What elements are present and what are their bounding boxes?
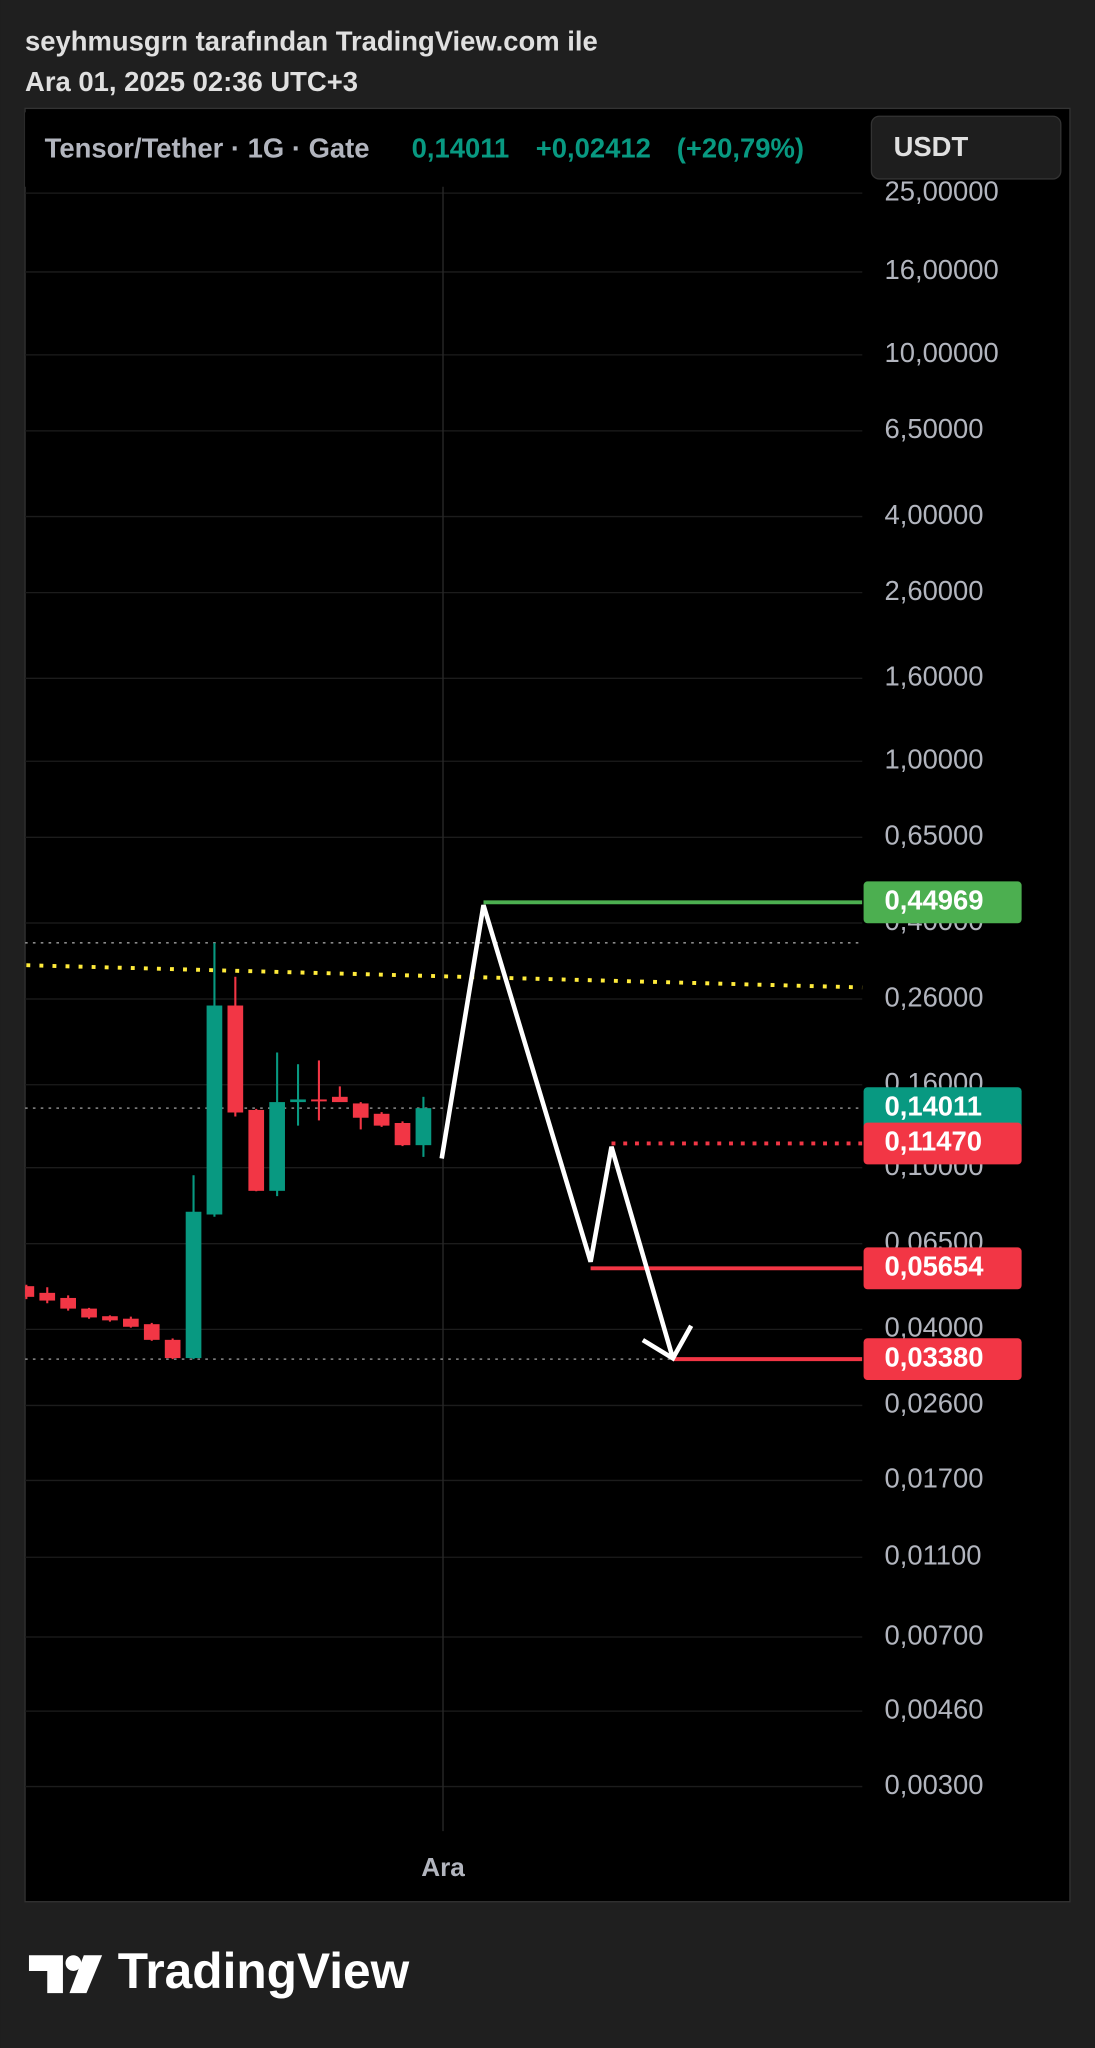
candle-body: [164, 1339, 181, 1359]
y-tick-label: 2,60000: [884, 575, 983, 606]
level-badge: [863, 1122, 1022, 1165]
candle-body: [311, 1099, 327, 1102]
candle-body: [185, 1211, 202, 1359]
drawings: [439, 904, 694, 1362]
timestamp: Ara 01, 2025 02:36 UTC+3: [25, 66, 358, 97]
candle-body: [206, 1005, 223, 1215]
candle-body: [60, 1297, 76, 1309]
y-tick-label: 0,01100: [884, 1540, 981, 1571]
price-axis: 25,00000 16,00000 10,00000 6,50000 4,00000 2,…: [863, 175, 1022, 1800]
y-tick-label: 6,50000: [884, 413, 983, 444]
candle-body: [143, 1324, 160, 1340]
y-tick-label: 0,04000: [884, 1312, 983, 1343]
chart-frame: [24, 107, 1071, 1903]
pane: [25, 900, 863, 1362]
level-badge: [863, 1247, 1022, 1290]
y-tick-label: 0,01700: [884, 1463, 983, 1494]
y-tick-label: 1,60000: [884, 661, 983, 692]
author-line: seyhmusgrn tarafından TradingView.com il…: [25, 25, 598, 56]
candle-body: [373, 1113, 390, 1126]
symbol: Tensor/Tether · 1G · Gate: [45, 132, 370, 163]
candle-body: [415, 1108, 432, 1146]
projection-path: [439, 904, 676, 1360]
y-tick-label: 0,00300: [884, 1769, 983, 1800]
brand: TradingView: [118, 1943, 410, 1999]
level-badge: [863, 881, 1022, 924]
level-badge: [863, 1338, 1022, 1381]
change-pct: (+20,79%): [677, 132, 804, 163]
currency-label[interactable]: USDT: [894, 131, 969, 162]
y-tick-label: 10,00000: [884, 337, 998, 368]
y-tick-label: 0,26000: [884, 981, 983, 1012]
arrow-head: [641, 1324, 694, 1362]
candle-body: [394, 1123, 411, 1146]
y-tick-label: 1,00000: [884, 744, 983, 775]
y-tick-label: 4,00000: [884, 499, 983, 530]
x-tick-label: Ara: [421, 1852, 465, 1882]
level-badge-label: 0,44969: [884, 885, 983, 916]
legend-bg: [25, 112, 861, 187]
candle-body: [25, 1286, 35, 1297]
level-badge-label: 0,05654: [884, 1251, 984, 1282]
y-tick-label: 0,00700: [884, 1619, 983, 1650]
candle-body: [248, 1109, 265, 1191]
y-tick-label: 0,02600: [884, 1388, 983, 1419]
candle-body: [227, 1005, 244, 1113]
candle-body: [352, 1103, 369, 1118]
level-badge-label: 0,11470: [884, 1126, 982, 1157]
last-price: 0,14011: [412, 132, 510, 163]
logo-icon: [28, 1955, 103, 1994]
currency-button[interactable]: [870, 115, 1062, 180]
last-price-badge-label: 0,14011: [884, 1090, 982, 1121]
change: +0,02412: [536, 132, 651, 163]
candle-body: [81, 1308, 97, 1318]
level-badge-label: 0,03380: [884, 1341, 983, 1372]
candle-body: [290, 1099, 306, 1103]
candle-body: [331, 1096, 348, 1103]
y-tick-label: 16,00000: [884, 254, 998, 285]
y-tick-label: 0,00460: [884, 1693, 983, 1724]
candle-body: [39, 1292, 56, 1301]
candle-body: [123, 1318, 139, 1327]
y-tick-label: 0,65000: [884, 820, 983, 851]
candle-body: [269, 1102, 285, 1191]
candle-body: [102, 1316, 118, 1321]
y-tick-label: 25,00000: [884, 175, 998, 206]
last-price-badge: [863, 1087, 1022, 1130]
trend-line: [26, 963, 863, 990]
